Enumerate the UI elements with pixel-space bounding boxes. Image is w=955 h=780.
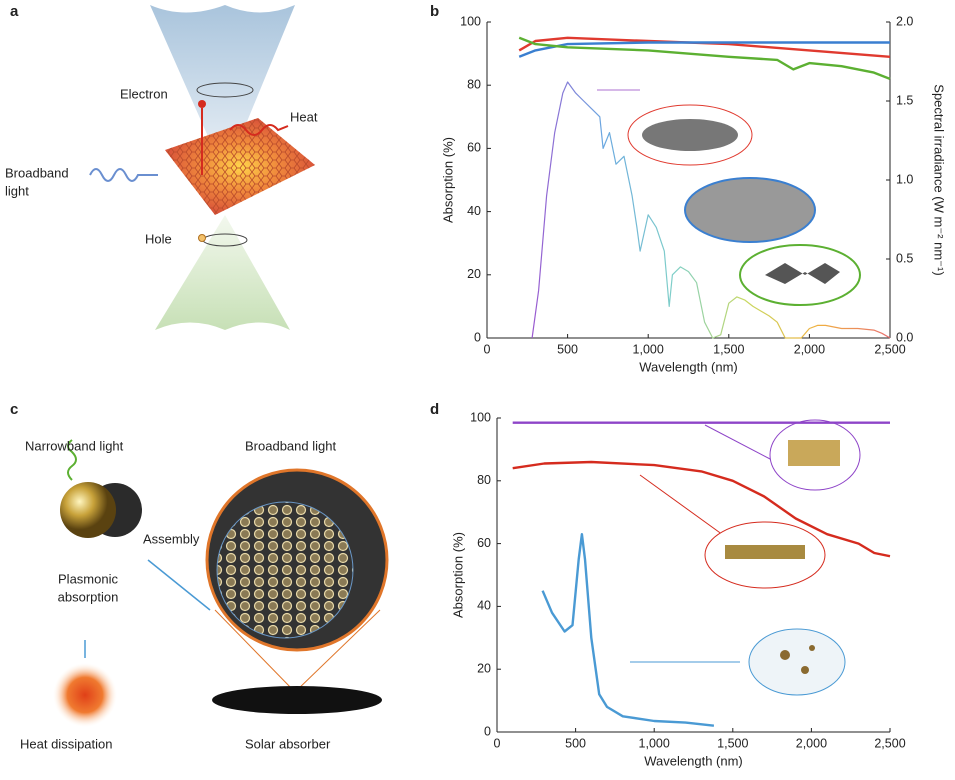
inset-image <box>801 666 809 674</box>
y2-axis-label: Spectral irradiance (W m⁻² nm⁻¹) <box>932 84 947 275</box>
inset-image <box>780 650 790 660</box>
graphene-lattice <box>165 118 315 215</box>
inset-image <box>788 440 840 466</box>
series-line <box>518 36 891 81</box>
inset-image <box>725 545 805 559</box>
hole-cone <box>155 215 290 330</box>
y-tick-label: 80 <box>467 77 481 91</box>
y2-tick-label: 0.5 <box>896 251 913 265</box>
label: absorption <box>58 589 119 604</box>
y-tick-label: 60 <box>477 536 491 550</box>
y-axis-label: Absorption (%) <box>440 137 455 223</box>
x-tick-label: 500 <box>565 736 586 750</box>
inset-image <box>642 119 738 151</box>
y-tick-label: 40 <box>467 204 481 218</box>
y-tick-label: 20 <box>467 267 481 281</box>
zoom-line <box>214 609 296 693</box>
y-tick-label: 0 <box>484 724 491 738</box>
series-line <box>531 81 891 339</box>
cone-ring <box>196 82 254 98</box>
x-tick-label: 1,000 <box>639 736 670 750</box>
y-tick-label: 40 <box>477 599 491 613</box>
y-tick-label: 100 <box>470 410 491 424</box>
label: Solar absorber <box>245 736 331 751</box>
hot-sphere <box>53 663 117 727</box>
label: Broadband light <box>245 438 336 453</box>
x-tick-label: 2,500 <box>874 736 905 750</box>
series-line <box>518 41 890 58</box>
light-wave <box>89 168 158 182</box>
x-tick-label: 2,500 <box>874 342 905 356</box>
x-tick-label: 500 <box>557 342 578 356</box>
diagram-c <box>53 439 389 727</box>
y2-tick-label: 1.0 <box>896 172 913 186</box>
series-line <box>541 533 715 727</box>
heat-wave <box>229 124 289 136</box>
light-wave <box>67 439 77 481</box>
y2-tick-label: 2.0 <box>896 14 913 28</box>
series-line <box>518 36 891 58</box>
arrow <box>704 424 773 461</box>
x-tick-label: 0 <box>494 736 501 750</box>
honeycomb <box>216 501 354 639</box>
x-tick-label: 1,500 <box>713 342 744 356</box>
label: Electron <box>120 86 168 101</box>
arrow <box>639 474 731 541</box>
y-tick-label: 20 <box>477 661 491 675</box>
inset <box>684 177 816 243</box>
zoom-line <box>294 609 381 693</box>
hole <box>198 234 206 242</box>
inset-image <box>765 263 840 284</box>
y-axis-label: Absorption (%) <box>450 532 465 618</box>
y2-tick-label: 1.5 <box>896 93 913 107</box>
solar-absorber-disk <box>212 686 382 714</box>
panel-letter: b <box>430 3 439 20</box>
inset <box>748 628 846 696</box>
label: light <box>5 183 29 198</box>
label: Heat <box>290 109 318 124</box>
label: Hole <box>145 231 172 246</box>
x-tick-label: 1,000 <box>633 342 664 356</box>
insets-d <box>630 419 861 696</box>
x-axis-label: Wavelength (nm) <box>639 359 738 374</box>
label: Broadband <box>5 165 69 180</box>
inset-image <box>809 645 815 651</box>
y-tick-label: 100 <box>460 14 481 28</box>
x-tick-label: 2,000 <box>794 342 825 356</box>
series-line <box>512 460 891 558</box>
nanosphere <box>60 482 116 538</box>
label: Assembly <box>143 531 200 546</box>
label: Narrowband light <box>25 438 124 453</box>
x-tick-label: 2,000 <box>796 736 827 750</box>
panel-letter: d <box>430 401 439 418</box>
y-tick-label: 60 <box>467 141 481 155</box>
diagram-a <box>89 5 315 330</box>
y-tick-label: 0 <box>474 330 481 344</box>
insets-b <box>597 89 861 306</box>
arrow <box>147 559 211 611</box>
x-axis-label: Wavelength (nm) <box>644 753 743 768</box>
x-tick-label: 1,500 <box>717 736 748 750</box>
panel-letter: c <box>10 401 18 418</box>
label: Plasmonic <box>58 571 118 586</box>
electron-cone <box>150 5 295 175</box>
y-tick-label: 80 <box>477 473 491 487</box>
electron <box>198 100 206 108</box>
x-tick-label: 0 <box>484 342 491 356</box>
y2-tick-label: 0.0 <box>896 330 913 344</box>
panel-letter: a <box>10 3 19 20</box>
label: Heat dissipation <box>20 736 113 751</box>
